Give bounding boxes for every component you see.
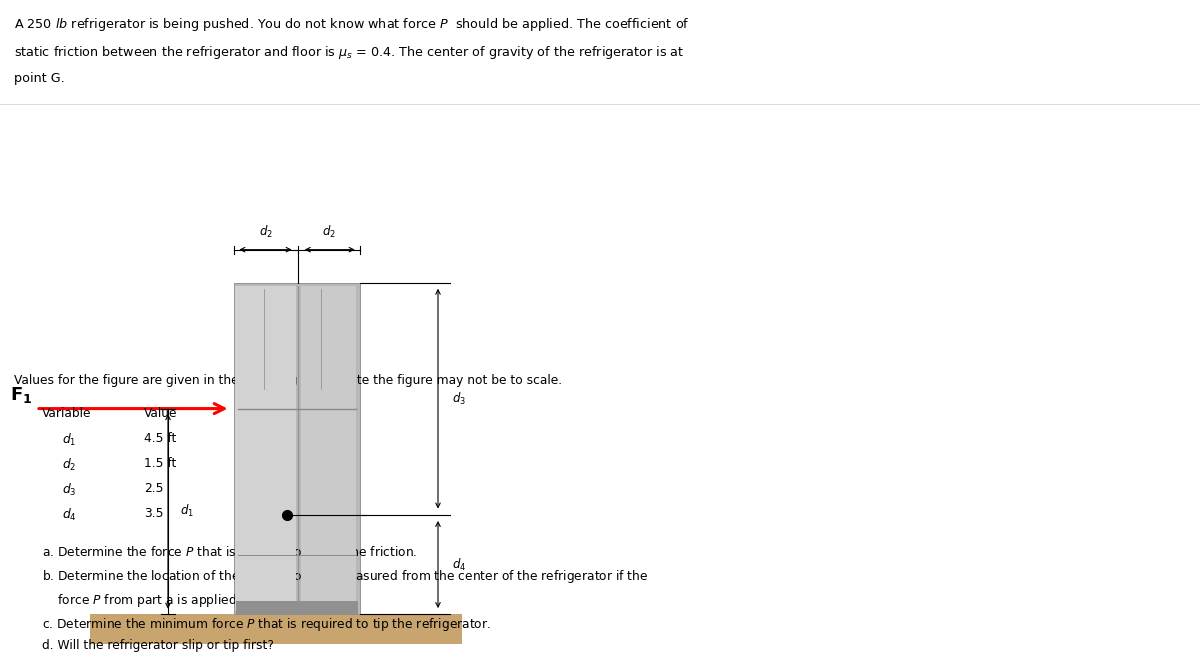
Text: $d_2$: $d_2$ (258, 223, 272, 240)
Text: $d_4$: $d_4$ (62, 507, 77, 524)
Text: Values for the figure are given in the following table. Note the figure may not : Values for the figure are given in the f… (14, 374, 563, 388)
Bar (301, 286, 356, 611)
Bar (235, 286, 295, 611)
Text: $d_2$: $d_2$ (62, 457, 77, 474)
Text: $d_1$: $d_1$ (62, 432, 77, 449)
Bar (236, 601, 358, 614)
Text: $d_4$: $d_4$ (452, 556, 467, 573)
Text: $G$: $G$ (302, 499, 314, 511)
Text: force $P$ from part a is applied.: force $P$ from part a is applied. (42, 592, 240, 609)
Text: d. Will the refrigerator slip or tip first?: d. Will the refrigerator slip or tip fir… (42, 639, 274, 652)
Text: $d_3$: $d_3$ (452, 390, 467, 407)
Text: $d_2$: $d_2$ (322, 223, 336, 240)
Text: b. Determine the location of the normal force $x$ measured from the center of th: b. Determine the location of the normal … (42, 568, 648, 585)
Text: 2.5: 2.5 (144, 482, 163, 495)
Text: A 250 $\it{lb}$ refrigerator is being pushed. You do not know what force $P$  sh: A 250 $\it{lb}$ refrigerator is being pu… (14, 16, 690, 34)
Text: $d_1$: $d_1$ (180, 503, 194, 520)
Bar (90, 614, 462, 644)
Text: Variable: Variable (42, 407, 91, 420)
Text: a. Determine the force $P$ that is needed to overcome friction.: a. Determine the force $P$ that is neede… (42, 545, 418, 558)
Text: $\mathbf{F_1}$: $\mathbf{F_1}$ (10, 385, 32, 405)
Bar (234, 283, 360, 614)
Text: 1.5 ft: 1.5 ft (144, 457, 176, 470)
Text: 4.5 ft: 4.5 ft (144, 432, 176, 445)
Text: static friction between the refrigerator and floor is $\mu_s$ = 0.4. The center : static friction between the refrigerator… (14, 44, 685, 61)
Text: 3.5: 3.5 (144, 507, 163, 520)
Text: Value: Value (144, 407, 178, 420)
Text: point G.: point G. (14, 72, 65, 85)
Text: $d_3$: $d_3$ (62, 482, 77, 499)
Text: c. Determine the minimum force $P$ that is required to tip the refrigerator.: c. Determine the minimum force $P$ that … (42, 616, 491, 633)
